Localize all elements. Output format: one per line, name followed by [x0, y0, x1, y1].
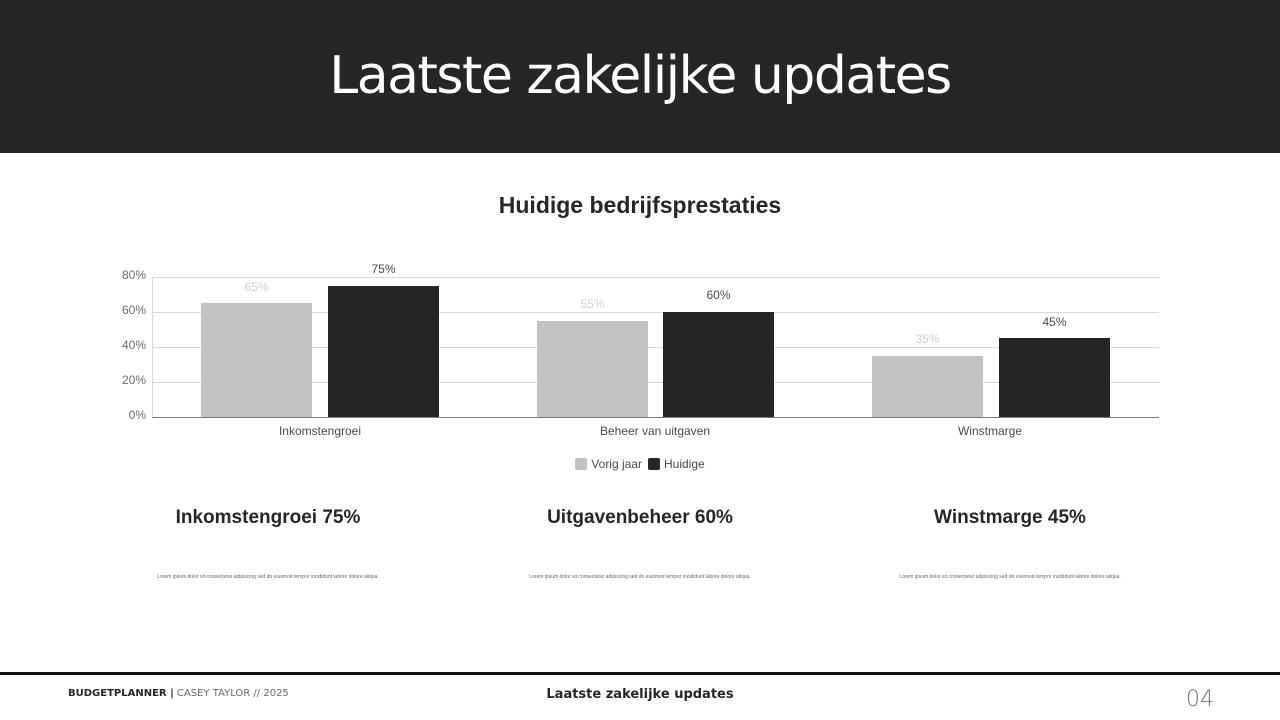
footer-section-title: Laatste zakelijke updates	[546, 687, 734, 702]
bar-prev-winstmarge	[872, 356, 983, 417]
y-axis	[152, 277, 153, 417]
bar-label: 55%	[580, 297, 605, 311]
bar-label: 75%	[371, 262, 396, 276]
kpi-title: Uitgavenbeheer 60%	[547, 507, 733, 528]
footer-brand: BUDGETPLANNER |	[68, 688, 174, 699]
kpi-description: Lorem ipsum dolor sit consectetur adipis…	[529, 574, 751, 580]
kpi-description: Lorem ipsum dolor sit consectetur adipis…	[157, 574, 379, 580]
category-label: Beheer van uitgaven	[599, 424, 711, 438]
legend-label: Huidige	[664, 457, 705, 471]
legend-swatch-icon	[648, 458, 660, 470]
footer-credits: BUDGETPLANNER | CASEY TAYLOR // 2025	[68, 688, 289, 699]
gridline	[152, 382, 1159, 383]
y-tick-60: 60%	[121, 303, 146, 317]
bar-prev-inkomstengroei	[201, 303, 312, 417]
y-tick-80: 80%	[121, 268, 146, 282]
y-tick-0: 0%	[128, 408, 146, 422]
bar-prev-beheer-van-uitgaven	[537, 321, 648, 417]
page-number: 04	[1186, 687, 1214, 712]
footer-author: CASEY TAYLOR // 2025	[173, 688, 289, 699]
gridline	[152, 312, 1159, 313]
category-label: Inkomstengroei	[278, 424, 362, 438]
bar-label: 45%	[1042, 315, 1067, 329]
footer-divider	[0, 672, 1280, 675]
chart-legend: Vorig jaar Huidige	[0, 457, 1280, 471]
bar-label: 35%	[915, 332, 940, 346]
bar-label: 65%	[244, 280, 269, 294]
kpi-title: Winstmarge 45%	[934, 507, 1086, 528]
gridline	[152, 347, 1159, 348]
legend-swatch-icon	[575, 458, 588, 470]
bar-curr-winstmarge	[999, 338, 1110, 417]
bar-curr-beheer-van-uitgaven	[663, 312, 774, 417]
chart-title: Huidige bedrijfsprestaties	[498, 192, 782, 218]
gridline	[152, 277, 1159, 278]
slide-title: Laatste zakelijke updates	[329, 45, 952, 106]
bar-label: 60%	[706, 288, 731, 302]
legend-label: Vorig jaar	[591, 457, 642, 471]
legend-item-vorig-jaar: Vorig jaar	[575, 457, 642, 471]
title-banner: Laatste zakelijke updates	[0, 0, 1280, 153]
bar-curr-inkomstengroei	[328, 286, 439, 417]
y-tick-20: 20%	[121, 373, 146, 387]
category-label: Winstmarge	[957, 424, 1022, 438]
legend-item-huidige: Huidige	[648, 457, 705, 471]
y-tick-40: 40%	[121, 338, 146, 352]
kpi-description: Lorem ipsum dolor sit consectetur adipis…	[899, 574, 1121, 580]
kpi-title: Inkomstengroei 75%	[175, 507, 361, 528]
x-axis	[152, 417, 1159, 418]
